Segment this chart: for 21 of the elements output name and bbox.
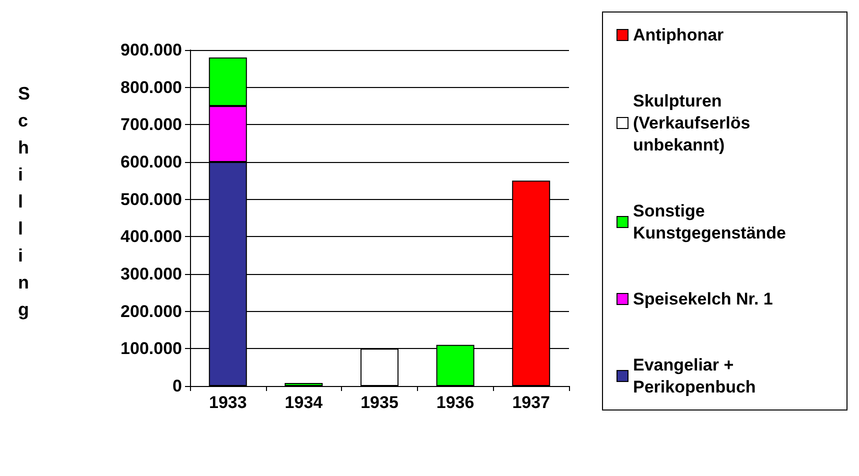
text: Schilling — [18, 84, 30, 320]
legend-label: Evangeliar + Perikopenbuch — [633, 356, 756, 396]
y-tick-label: 900.000 — [120, 40, 182, 60]
y-tick-label: 700.000 — [120, 115, 182, 134]
legend-label: Speisekelch Nr. 1 — [633, 290, 773, 308]
y-tick-label: 400.000 — [120, 227, 182, 246]
y-tick-label: 200.000 — [120, 302, 182, 321]
x-tick-label: 1934 — [284, 393, 324, 412]
x-tick-label: 1935 — [360, 393, 398, 412]
legend-label: Skulpturen (Verkaufserlös unbekannt) — [633, 92, 755, 154]
x-tick-label: 1936 — [436, 393, 474, 412]
y-tick-label: 300.000 — [120, 264, 182, 284]
legend-label: Antiphonar — [633, 26, 724, 44]
y-tick-label: 600.000 — [120, 152, 182, 172]
x-tick-label: 1937 — [512, 393, 550, 412]
y-tick-label: 100.000 — [120, 339, 182, 358]
y-tick-label: 500.000 — [120, 190, 182, 209]
legend-label: Sonstige Kunstgegenstände — [633, 202, 786, 242]
x-tick-label: 1933 — [208, 393, 247, 412]
y-tick-label: 0 — [172, 376, 182, 396]
y-tick-label: 800.000 — [120, 78, 182, 97]
